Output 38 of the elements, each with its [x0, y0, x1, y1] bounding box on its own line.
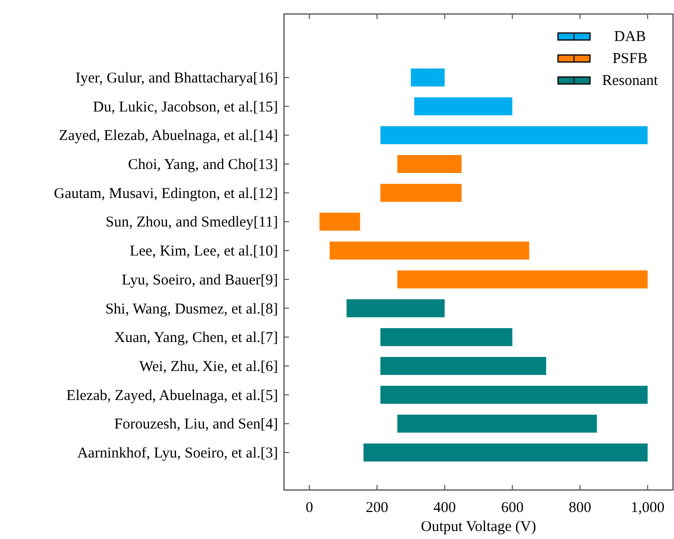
y-tick-label: Aarninkhof, Lyu, Soeiro, et al.[3]: [77, 445, 278, 462]
y-tick-label: Lyu, Soeiro, and Bauer[9]: [122, 272, 278, 288]
y-tick-label: Shi, Wang, Dusmez, et al.[8]: [105, 301, 278, 318]
bar: [397, 155, 462, 174]
x-tick-label: 400: [433, 500, 456, 516]
bar: [380, 386, 648, 404]
x-tick-label: 1,000: [630, 500, 665, 516]
legend-label: Resonant: [602, 73, 659, 89]
legend-label: DAB: [614, 29, 646, 45]
bar: [380, 184, 462, 202]
x-tick-label: 600: [501, 500, 524, 516]
bar: [380, 356, 546, 375]
y-tick-label: Forouzesh, Liu, and Sen[4]: [114, 416, 278, 433]
y-tick-label: Wei, Zhu, Xie, et al.[6]: [139, 358, 278, 375]
bar: [330, 242, 530, 260]
y-tick-label: Choi, Yang, and Cho[13]: [128, 157, 278, 174]
bar: [414, 97, 512, 116]
y-tick-label: Gautam, Musavi, Edington, et al.[12]: [54, 186, 278, 202]
bar: [397, 414, 597, 433]
y-tick-label: Xuan, Yang, Chen, et al.[7]: [114, 330, 278, 346]
bar: [320, 212, 360, 231]
y-tick-label: Du, Lukic, Jacobson, et al.[15]: [93, 99, 278, 116]
y-tick-label: Lee, Kim, Lee, et al.[10]: [130, 244, 278, 260]
y-tick-label: Iyer, Gulur, and Bhattacharya[16]: [76, 70, 278, 86]
x-tick-label: 0: [306, 500, 314, 516]
x-tick-label: 200: [366, 500, 388, 516]
bar: [346, 299, 445, 318]
y-tick-label: Elezab, Zayed, Abuelnaga, et al.[5]: [66, 388, 278, 404]
y-tick-label: Sun, Zhou, and Smedley[11]: [106, 214, 278, 231]
legend-label: PSFB: [612, 51, 648, 67]
bar: [397, 270, 648, 288]
x-tick-label: 800: [568, 500, 592, 516]
bar: [380, 328, 512, 346]
bar: [363, 443, 648, 462]
x-axis-title: Output Voltage (V): [420, 519, 536, 535]
y-tick-label: Zayed, Elezab, Abuelnaga, et al.[14]: [58, 128, 278, 144]
bar: [380, 126, 648, 144]
bar: [410, 68, 445, 86]
